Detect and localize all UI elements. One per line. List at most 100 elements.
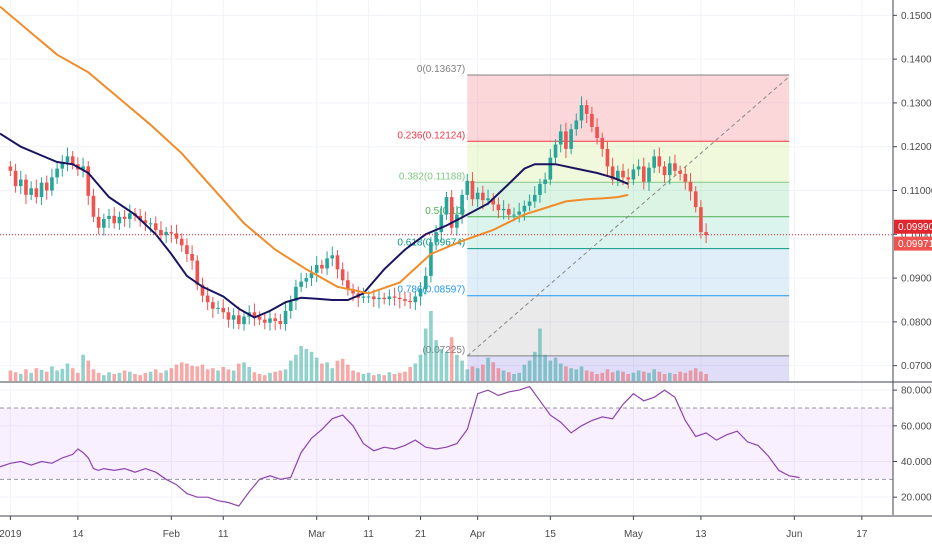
volume-bar (403, 371, 407, 381)
volume-bar (205, 369, 210, 381)
candle-body (387, 296, 392, 300)
volume-bar (60, 368, 65, 381)
volume-bar (449, 337, 454, 381)
fib-level-label: 0.382(0.11188) (399, 171, 465, 182)
volume-bar (330, 368, 335, 381)
candle-body (517, 211, 522, 215)
price-tag (894, 236, 932, 251)
volume-bar (356, 372, 361, 381)
volume-bar (673, 374, 677, 381)
fib-level-label: 0.236(0.12124) (397, 130, 465, 141)
candle-body (636, 166, 641, 170)
volume-bar (340, 358, 345, 381)
candle-body (616, 170, 620, 180)
candle-body (237, 315, 241, 325)
volume-bar (408, 367, 412, 381)
candle-body (138, 215, 142, 221)
volume-bar (538, 328, 542, 381)
fib-zone (467, 295, 790, 356)
volume-bar (455, 354, 459, 381)
volume-bar (91, 369, 96, 381)
volume-bar (683, 372, 688, 381)
volume-bar (179, 362, 184, 381)
volume-bar (678, 371, 682, 381)
volume-bar (366, 372, 371, 381)
volume-bar (558, 363, 563, 381)
volume-bar (610, 372, 615, 381)
volume-bar (262, 375, 267, 381)
candle-body (506, 208, 511, 215)
candle-body (320, 264, 324, 269)
candle-body (564, 131, 568, 149)
volume-bar (107, 372, 111, 381)
volume-bar (667, 372, 672, 381)
candle-body (590, 113, 594, 127)
volume-bar (117, 372, 122, 381)
volume-bar (553, 357, 558, 381)
fib-level-label: 0(0.13637) (417, 64, 465, 75)
candle-body (548, 157, 553, 180)
x-tick-label: 17 (856, 529, 868, 540)
candle-body (18, 179, 23, 187)
candle-body (610, 166, 615, 180)
volume-bar (371, 375, 376, 381)
volume-bar (532, 351, 537, 381)
x-tick-label: Mar (308, 529, 326, 540)
volume-bar (470, 366, 475, 381)
fib-zone (467, 216, 790, 249)
volume-bar (13, 372, 18, 381)
candle-body (574, 120, 579, 130)
x-tick-label: Feb (163, 529, 181, 540)
volume-bar (434, 340, 438, 381)
candle-body (465, 180, 470, 195)
candle-body (403, 299, 407, 301)
candle-body (673, 163, 677, 171)
candle-body (418, 289, 423, 297)
volume-bar (346, 364, 350, 381)
volume-bar (527, 360, 532, 381)
candle-body (200, 284, 205, 296)
candle-body (351, 289, 355, 294)
volume-bar (148, 371, 153, 381)
volume-bar (314, 357, 319, 381)
candle-body (641, 166, 646, 182)
fib-level-label: (0.07225) (422, 345, 465, 356)
candle-body (346, 280, 350, 290)
grid-lines (0, 0, 893, 515)
candle-body (662, 166, 667, 176)
candle-body (361, 296, 366, 298)
volume-bar (164, 370, 168, 381)
candle-body (91, 195, 96, 217)
volume-bar (299, 346, 303, 381)
candle-body (314, 264, 319, 273)
volume-bar (501, 370, 506, 381)
volume-bar (397, 372, 402, 381)
volume-bar (226, 369, 231, 381)
volume-bar (174, 364, 179, 381)
candle-body (486, 198, 490, 201)
candle-body (543, 179, 547, 184)
candle-body (221, 307, 226, 313)
candle-body (683, 173, 688, 182)
oscillator-band (0, 407, 893, 480)
fib-zone (467, 248, 790, 296)
volume-bar (294, 354, 298, 381)
volume-bar (387, 372, 392, 381)
volume-bar (221, 367, 226, 381)
volume-bar (320, 363, 324, 381)
volume-bar (392, 374, 397, 381)
candle-body (153, 223, 158, 230)
candle-body (330, 255, 335, 259)
volume-bar (242, 362, 246, 381)
candle-body (434, 232, 438, 243)
volume-bar (65, 363, 70, 381)
candle-body (569, 129, 573, 149)
volume-bar (283, 369, 288, 381)
